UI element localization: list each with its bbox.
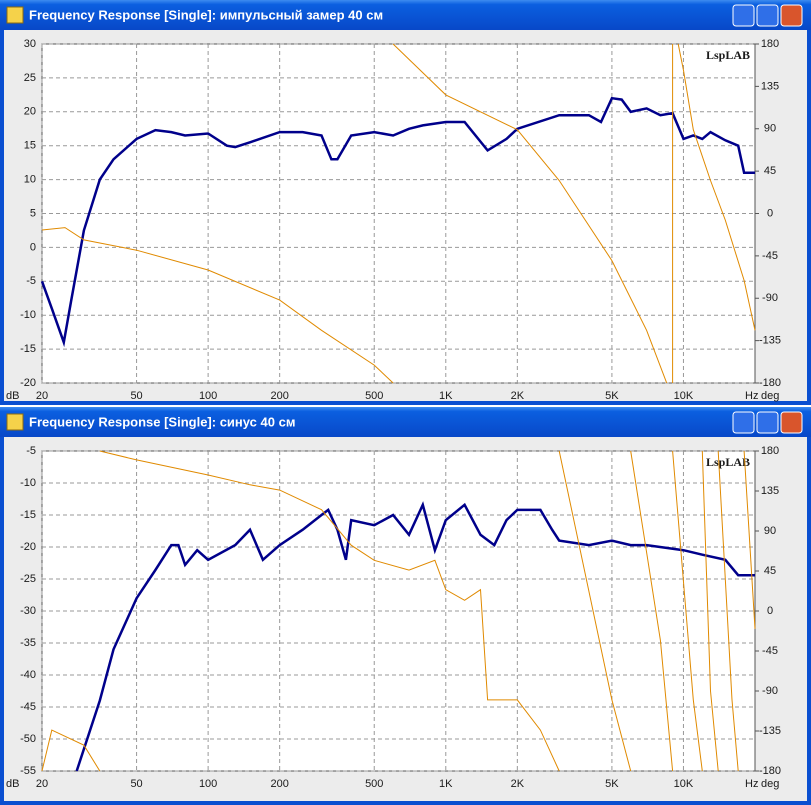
window-icon — [6, 6, 24, 24]
y2-axis-label: deg — [761, 778, 779, 790]
y2-tick-label: 90 — [764, 123, 776, 135]
phase-line — [41, 43, 756, 384]
y-tick-label: 0 — [30, 241, 36, 253]
x-tick-label: 200 — [270, 390, 288, 402]
y-axis-label: dB — [6, 390, 19, 402]
x-tick-label: 100 — [199, 778, 217, 790]
y-tick-label: 15 — [24, 140, 36, 152]
x-tick-label: 1K — [439, 390, 453, 402]
y-tick-label: -10 — [20, 309, 36, 321]
y-tick-label: -50 — [20, 733, 36, 745]
y-tick-label: -25 — [20, 573, 36, 585]
x-tick-label: 10K — [674, 778, 694, 790]
y2-tick-label: 135 — [761, 80, 779, 92]
window-icon — [6, 413, 24, 431]
phase-line — [41, 450, 756, 772]
maximize-button[interactable] — [756, 4, 779, 27]
y2-tick-label: -90 — [762, 292, 778, 304]
y-tick-label: -15 — [20, 509, 36, 521]
y2-tick-label: -180 — [759, 765, 781, 777]
y2-tick-label: -90 — [762, 685, 778, 697]
y-tick-label: 30 — [24, 38, 36, 50]
y-tick-label: 5 — [30, 207, 36, 219]
annotation: LspLAB — [706, 455, 750, 469]
y-tick-label: -10 — [20, 477, 36, 489]
x-tick-label: 5K — [605, 390, 619, 402]
y-tick-label: -20 — [20, 377, 36, 389]
y-tick-label: -45 — [20, 701, 36, 713]
x-tick-label: 10K — [674, 390, 694, 402]
y2-tick-label: 180 — [761, 445, 779, 457]
x-axis-label: Hz — [745, 778, 758, 790]
y-tick-label: -20 — [20, 541, 36, 553]
x-tick-label: 50 — [130, 390, 142, 402]
x-tick-label: 2K — [511, 778, 525, 790]
y2-tick-label: 0 — [767, 207, 773, 219]
y2-tick-label: 45 — [764, 565, 776, 577]
y-axis-label: dB — [6, 778, 19, 790]
minimize-button[interactable] — [732, 411, 755, 434]
title-bar — [0, 0, 811, 30]
x-tick-label: 50 — [130, 778, 142, 790]
y2-tick-label: -180 — [759, 377, 781, 389]
y2-tick-label: -45 — [762, 250, 778, 262]
y-tick-label: -35 — [20, 637, 36, 649]
magnitude-line — [75, 501, 755, 772]
y-tick-label: -15 — [20, 343, 36, 355]
x-axis-label: Hz — [745, 390, 758, 402]
y-tick-label: -55 — [20, 765, 36, 777]
y2-tick-label: 135 — [761, 485, 779, 497]
window-title: Frequency Response [Single]: импульсный … — [29, 7, 383, 22]
minimize-button[interactable] — [732, 4, 755, 27]
y2-tick-label: 180 — [761, 38, 779, 50]
y-tick-label: 20 — [24, 106, 36, 118]
title-bar — [0, 407, 811, 437]
y2-tick-label: -135 — [759, 725, 781, 737]
plot-area — [41, 450, 756, 772]
y2-tick-label: 0 — [767, 605, 773, 617]
window-title: Frequency Response [Single]: синус 40 см — [29, 414, 295, 429]
x-tick-label: 1K — [439, 778, 453, 790]
annotation: LspLAB — [706, 48, 750, 62]
x-tick-label: 20 — [36, 778, 48, 790]
x-tick-label: 200 — [270, 778, 288, 790]
y-tick-label: -30 — [20, 605, 36, 617]
close-button[interactable] — [780, 4, 803, 27]
y2-axis-label: deg — [761, 390, 779, 402]
y2-tick-label: 90 — [764, 525, 776, 537]
x-tick-label: 100 — [199, 390, 217, 402]
y-tick-label: -5 — [26, 445, 36, 457]
y-tick-label: -40 — [20, 669, 36, 681]
magnitude-line — [40, 96, 755, 348]
y-tick-label: -5 — [26, 275, 36, 287]
x-tick-label: 500 — [365, 778, 383, 790]
x-tick-label: 20 — [36, 390, 48, 402]
y-tick-label: 25 — [24, 72, 36, 84]
close-button[interactable] — [780, 411, 803, 434]
y2-tick-label: -135 — [759, 335, 781, 347]
x-tick-label: 500 — [365, 390, 383, 402]
y-tick-label: 10 — [24, 174, 36, 186]
y2-tick-label: 45 — [764, 165, 776, 177]
x-tick-label: 5K — [605, 778, 619, 790]
maximize-button[interactable] — [756, 411, 779, 434]
x-tick-label: 2K — [511, 390, 525, 402]
y2-tick-label: -45 — [762, 645, 778, 657]
